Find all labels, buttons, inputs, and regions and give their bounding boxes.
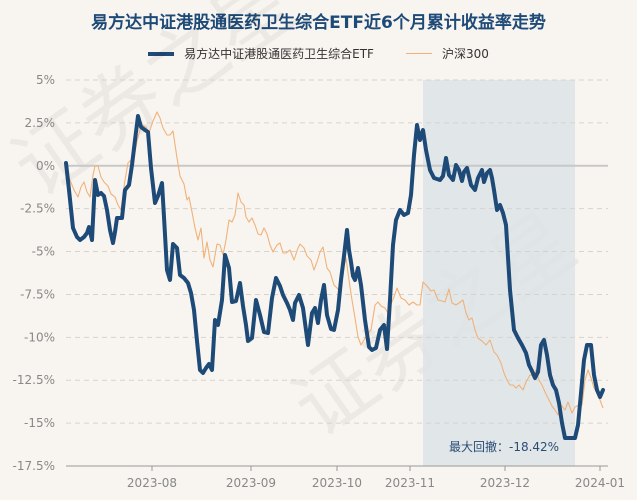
svg-text:证券之星: 证券之星 (0, 0, 312, 215)
svg-text:2023-08: 2023-08 (127, 476, 177, 490)
y-gridlines (66, 79, 608, 424)
svg-text:2023-09: 2023-09 (226, 476, 276, 490)
y-axis-labels: 5% 2.5% 0% -2.5% -5% -7.5% -10% -12.5% -15% -17.5… (13, 73, 55, 473)
svg-text:-5%: -5% (32, 245, 55, 259)
svg-text:0%: 0% (36, 159, 55, 173)
svg-text:-2.5%: -2.5% (20, 202, 55, 216)
svg-text:5%: 5% (36, 73, 55, 87)
svg-text:-12.5%: -12.5% (13, 373, 55, 387)
legend-swatch-hs300 (405, 53, 432, 54)
svg-text:2.5%: 2.5% (25, 116, 56, 130)
x-axis-labels: 2023-08 2023-09 2023-10 2023-11 2023-12 2024-… (127, 466, 625, 490)
legend-label-etf: 易方达中证港股通医药卫生综合ETF (184, 47, 374, 61)
legend: 易方达中证港股通医药卫生综合ETF 沪深300 (0, 45, 637, 62)
svg-text:-15%: -15% (24, 416, 55, 430)
max-drawdown-label: 最大回撤：-18.42% (449, 439, 559, 454)
svg-text:2024-01: 2024-01 (575, 476, 625, 490)
svg-text:2023-12: 2023-12 (480, 476, 530, 490)
svg-text:2023-10: 2023-10 (312, 476, 362, 490)
legend-item-hs300[interactable]: 沪深300 (405, 45, 489, 62)
legend-swatch-etf (148, 51, 175, 56)
legend-item-etf[interactable]: 易方达中证港股通医药卫生综合ETF (148, 45, 374, 62)
svg-text:2023-11: 2023-11 (385, 476, 435, 490)
etf-line (64, 114, 605, 440)
svg-text:-17.5%: -17.5% (13, 459, 55, 473)
svg-text:-7.5%: -7.5% (20, 287, 55, 301)
max-drawdown-region (423, 80, 575, 466)
svg-text:-10%: -10% (24, 330, 55, 344)
legend-label-hs300: 沪深300 (441, 47, 489, 61)
hs300-line (65, 111, 604, 416)
chart-title: 易方达中证港股通医药卫生综合ETF近6个月累计收益率走势 (91, 13, 546, 33)
